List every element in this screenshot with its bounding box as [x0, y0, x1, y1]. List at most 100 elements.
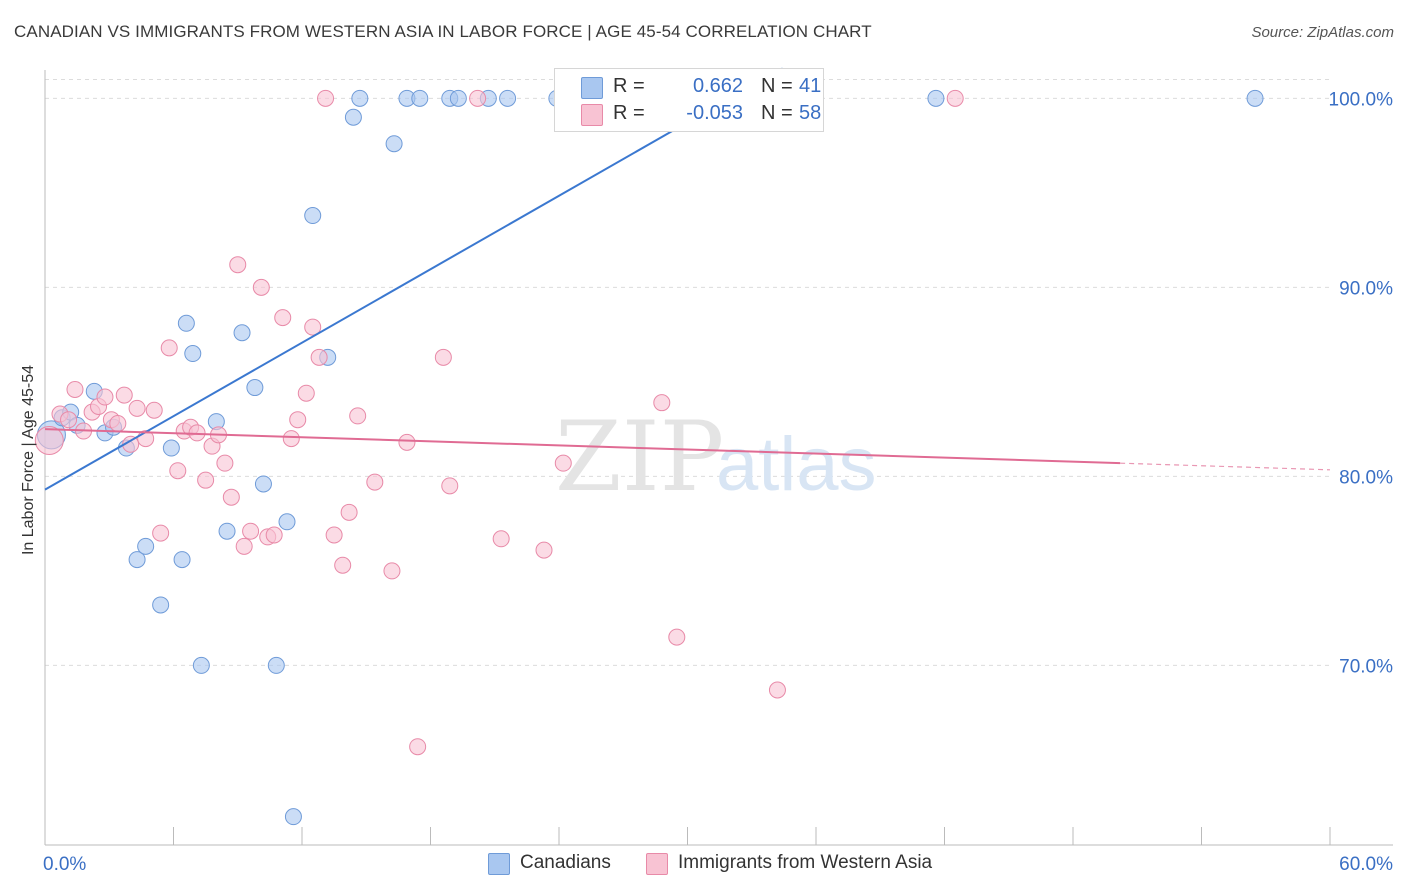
point-immigrants [66, 380, 84, 398]
point-immigrants [492, 530, 510, 548]
point-immigrants [310, 348, 328, 366]
legend-n-label: N = [761, 102, 793, 124]
point-immigrants [325, 526, 343, 544]
point-immigrants [152, 524, 170, 542]
point-immigrants [169, 462, 187, 480]
chart-title: CANADIAN VS IMMIGRANTS FROM WESTERN ASIA… [14, 22, 872, 41]
trend-line-canadians [44, 78, 763, 491]
point-canadians [284, 808, 302, 826]
source-label: Source: ZipAtlas.com [1251, 24, 1394, 41]
point-immigrants [535, 541, 553, 559]
point-canadians [304, 207, 322, 225]
point-immigrants [145, 401, 163, 419]
point-immigrants [289, 411, 307, 429]
point-immigrants [304, 318, 322, 336]
point-immigrants [160, 339, 178, 357]
bottom-legend-label-canadians: Canadians [520, 852, 611, 873]
legend-r-label: R = [613, 75, 645, 97]
point-immigrants [109, 414, 127, 432]
point-canadians [449, 89, 467, 107]
y-axis-label: In Labor Force | Age 45-54 [20, 364, 37, 556]
point-immigrants [340, 503, 358, 521]
point-immigrants [242, 522, 260, 540]
point-immigrants [469, 89, 487, 107]
trend-extension-immigrants [1120, 462, 1331, 471]
point-canadians [173, 551, 191, 569]
point-canadians [177, 314, 195, 332]
point-immigrants [282, 430, 300, 448]
y-tick-label: 90.0% [1339, 278, 1393, 299]
point-canadians [128, 551, 146, 569]
legend-r-value: -0.053 [686, 102, 743, 124]
legend-r-label: R = [613, 102, 645, 124]
point-canadians [137, 537, 155, 555]
point-immigrants [383, 562, 401, 580]
point-immigrants [252, 278, 270, 296]
x-tick-label: 60.0% [1339, 854, 1393, 875]
point-immigrants [317, 89, 335, 107]
point-canadians [192, 656, 210, 674]
point-immigrants [128, 399, 146, 417]
legend-n-label: N = [761, 75, 793, 97]
point-immigrants [60, 411, 78, 429]
watermark-atlas: atlas [716, 422, 877, 507]
point-immigrants [768, 681, 786, 699]
point-canadians [278, 513, 296, 531]
point-immigrants [366, 473, 384, 491]
trend-line-immigrants [44, 428, 1121, 465]
point-canadians [411, 89, 429, 107]
point-canadians [233, 324, 251, 342]
point-immigrants [235, 537, 253, 555]
point-immigrants [274, 309, 292, 327]
point-canadians [218, 522, 236, 540]
point-immigrants [216, 454, 234, 472]
legend-r-value: 0.662 [692, 75, 743, 97]
bottom-legend-swatch-immigrants [646, 853, 668, 875]
point-canadians [162, 439, 180, 457]
point-immigrants [96, 388, 114, 406]
point-immigrants [115, 386, 133, 404]
y-tick-label: 100.0% [1329, 89, 1394, 110]
tick-labels: 70.0% 80.0% 90.0% 100.0% 0.0% 60.0% [43, 89, 1393, 875]
legend-swatch-canadians [581, 77, 603, 99]
point-immigrants [668, 628, 686, 646]
point-canadians [267, 656, 285, 674]
y-tick-label: 70.0% [1339, 656, 1393, 677]
point-immigrants [434, 348, 452, 366]
point-canadians [246, 379, 264, 397]
point-canadians [385, 135, 403, 153]
point-canadians [254, 475, 272, 493]
point-immigrants [409, 738, 427, 756]
bottom-legend-label-immigrants: Immigrants from Western Asia [678, 852, 933, 873]
watermark-zip: ZIP [555, 401, 724, 513]
point-immigrants [441, 477, 459, 495]
stats-legend: R = 0.662 N = 41 R = -0.053 N = 58 [554, 68, 824, 132]
point-immigrants [229, 256, 247, 274]
point-canadians [927, 89, 945, 107]
legend-swatch-immigrants [581, 104, 603, 126]
point-canadians [344, 108, 362, 126]
legend-n-value: 58 [799, 102, 822, 124]
point-immigrants [946, 89, 964, 107]
grid [45, 78, 1330, 666]
point-immigrants [554, 454, 572, 472]
point-canadians [499, 89, 517, 107]
point-immigrants [197, 471, 215, 489]
point-immigrants [653, 394, 671, 412]
point-canadians [351, 89, 369, 107]
point-immigrants [34, 425, 64, 455]
point-immigrants [297, 384, 315, 402]
axes [44, 70, 1393, 846]
point-canadians [1246, 89, 1264, 107]
x-tick-label: 0.0% [43, 854, 86, 875]
bottom-legend-swatch-canadians [488, 853, 510, 875]
legend-n-value: 41 [799, 75, 822, 97]
point-immigrants [398, 433, 416, 451]
point-immigrants [349, 407, 367, 425]
point-immigrants [222, 488, 240, 506]
point-canadians [184, 345, 202, 363]
point-immigrants [265, 526, 283, 544]
point-immigrants [334, 556, 352, 574]
point-canadians [152, 596, 170, 614]
